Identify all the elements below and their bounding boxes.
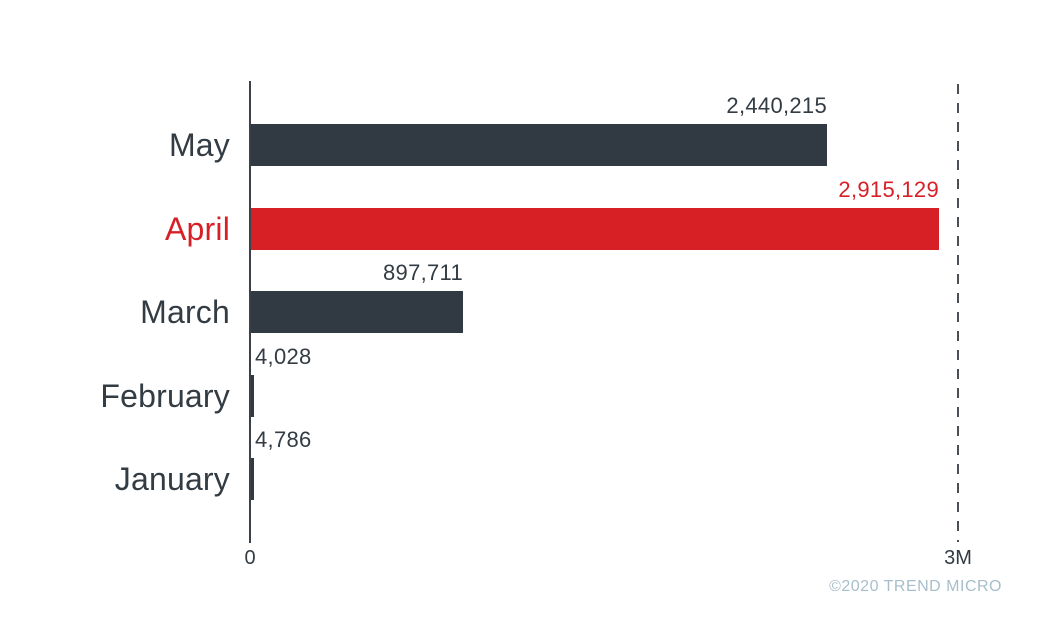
bar-february: [251, 375, 254, 417]
x-tick-3m: 3M: [944, 547, 972, 569]
value-label-january: 4,786: [255, 427, 312, 452]
bar-april: [251, 208, 939, 250]
category-label-may: May: [168, 127, 230, 163]
bar-may: [251, 124, 827, 166]
category-label-february: February: [100, 378, 230, 414]
category-label-april: April: [164, 211, 230, 247]
bar-january: [251, 458, 254, 500]
copyright-text: ©2020 TREND MICRO: [829, 578, 1002, 595]
category-label-january: January: [114, 461, 230, 497]
bar-march: [251, 291, 463, 333]
x-tick-zero: 0: [244, 547, 256, 569]
gridline-3m-dashed: [957, 84, 959, 542]
value-label-april: 2,915,129: [838, 177, 939, 202]
value-label-february: 4,028: [255, 344, 312, 369]
y-axis-line: [249, 81, 251, 543]
category-label-march: March: [140, 294, 230, 330]
value-label-may: 2,440,215: [726, 93, 827, 118]
value-label-march: 897,711: [383, 260, 463, 285]
